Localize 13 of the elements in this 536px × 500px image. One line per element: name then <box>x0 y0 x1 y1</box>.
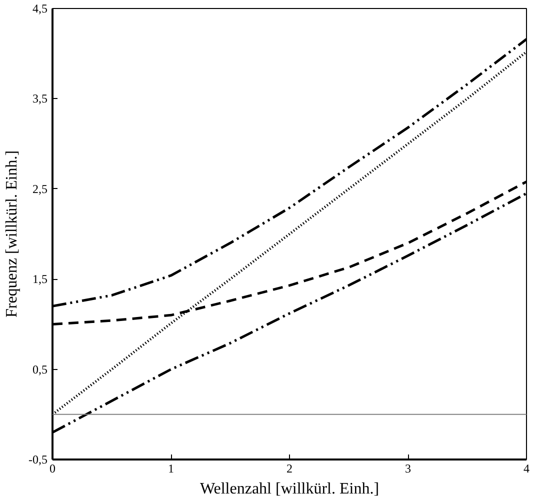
x-axis-title: Wellenzahl [willkürl. Einh.] <box>200 480 380 498</box>
x-tick-label: 2 <box>286 462 292 476</box>
y-tick-label: 0,5 <box>32 362 48 376</box>
x-tick-label: 4 <box>524 462 530 476</box>
y-tick-label: -0,5 <box>28 452 48 466</box>
y-tick-label: 2,5 <box>32 182 48 196</box>
x-tick-label: 0 <box>50 462 56 476</box>
y-tick-label: 1,5 <box>32 272 48 286</box>
y-axis-title: Frequenz [willkürl. Einh.] <box>4 150 21 318</box>
x-tick-label: 3 <box>405 462 411 476</box>
y-tick-label: 3,5 <box>32 92 48 106</box>
x-tick-label: 1 <box>168 462 174 476</box>
y-tick-label: 4,5 <box>32 2 48 16</box>
